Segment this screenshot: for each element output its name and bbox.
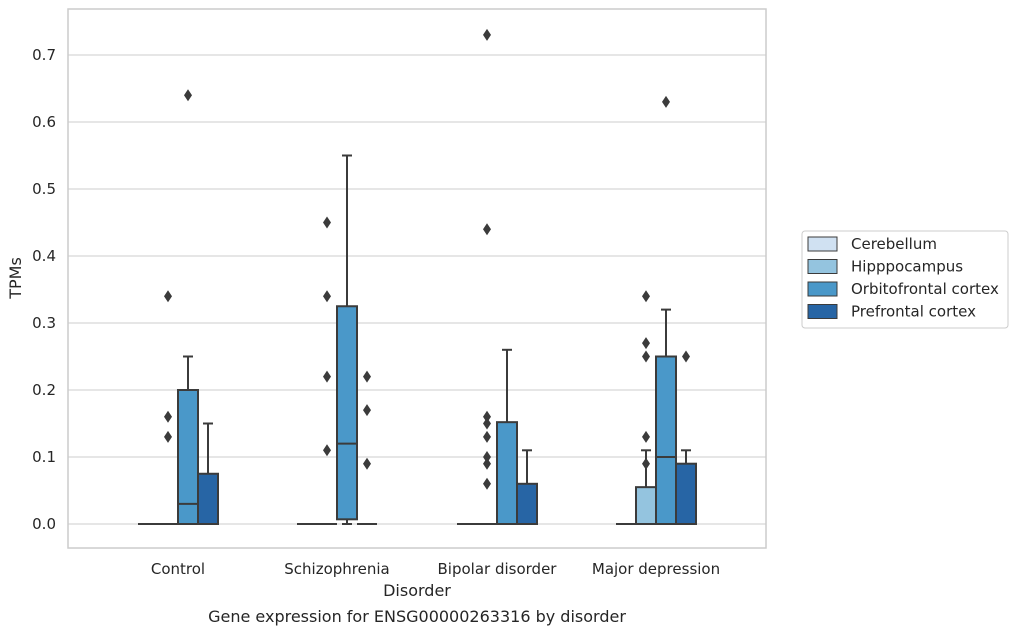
y-tick-label: 0.6: [32, 113, 56, 131]
outlier-point: [323, 216, 331, 229]
legend-label: Cerebellum: [851, 235, 937, 253]
plot-frame: [67, 8, 767, 549]
y-tick-label: 0.3: [32, 314, 56, 332]
outlier-point: [642, 430, 650, 443]
x-tick-label: Schizophrenia: [284, 560, 389, 578]
outlier-point: [682, 350, 690, 363]
box-prefrontal-cortex: [357, 370, 377, 525]
y-tick-label: 0.2: [32, 381, 56, 399]
box-prefrontal-cortex: [197, 422, 219, 525]
box-body: [655, 355, 677, 525]
outlier-point: [642, 457, 650, 470]
chart-caption: Gene expression for ENSG00000263316 by d…: [208, 607, 626, 626]
boxes-layer: [138, 28, 697, 526]
box-orbitofrontal-cortex: [336, 154, 358, 525]
box-body: [516, 482, 538, 525]
x-tick-label: Control: [151, 560, 205, 578]
legend-swatch: [807, 259, 838, 274]
y-tick-label: 0.4: [32, 247, 56, 265]
box-hipppocampus: [635, 290, 657, 525]
outlier-point: [483, 410, 491, 423]
box-body: [336, 305, 358, 521]
box-orbitofrontal-cortex: [496, 348, 518, 525]
plot-area-border: [67, 8, 767, 549]
box-hipppocampus: [158, 290, 178, 525]
outlier-point: [323, 370, 331, 383]
legend-swatch: [807, 236, 838, 252]
box-body: [675, 462, 697, 526]
outlier-point: [483, 28, 491, 41]
outlier-point: [483, 451, 491, 463]
outlier-point: [363, 404, 371, 417]
box-hipppocampus: [317, 216, 337, 525]
legend-label: Prefrontal cortex: [851, 303, 976, 321]
outlier-point: [164, 290, 172, 303]
tick-labels: 0.0 0.1 0.2 0.3 0.4 0.5 0.6 0.7 Control Schizophr…: [32, 46, 720, 578]
box-orbitofrontal-cortex: [177, 89, 199, 525]
x-tick-label: Major depression: [592, 560, 720, 578]
x-axis-label: Disorder: [383, 581, 451, 600]
legend-frame: [801, 230, 1009, 329]
legend-items: Cerebellum Hipppocampus Orbitofrontal cort…: [807, 235, 999, 321]
outlier-point: [642, 337, 650, 350]
outlier-point: [363, 370, 371, 383]
outlier-point: [642, 290, 650, 303]
box-body: [496, 421, 518, 525]
legend-label: Orbitofrontal cortex: [851, 280, 999, 298]
box-body: [635, 486, 657, 525]
outlier-point: [483, 430, 491, 443]
outlier-point: [662, 95, 670, 108]
legend-swatch: [807, 281, 838, 297]
box-body: [177, 389, 199, 525]
outlier-point: [483, 457, 491, 470]
y-tick-label: 0.7: [32, 46, 56, 64]
outlier-point: [363, 457, 371, 470]
box-hipppocampus: [477, 28, 497, 525]
outlier-point: [483, 477, 491, 490]
box-prefrontal-cortex: [516, 449, 538, 525]
y-tick-label: 0.0: [32, 515, 56, 533]
box-orbitofrontal-cortex: [655, 95, 677, 525]
outlier-point: [323, 290, 331, 303]
outlier-point: [184, 89, 192, 102]
outlier-point: [164, 410, 172, 423]
outlier-point: [483, 417, 491, 430]
outlier-point: [323, 444, 331, 457]
box-prefrontal-cortex: [675, 350, 697, 526]
legend: Cerebellum Hipppocampus Orbitofrontal cort…: [801, 230, 1009, 329]
legend-label: Hipppocampus: [851, 258, 963, 276]
x-tick-label: Bipolar disorder: [438, 560, 558, 578]
y-tick-label: 0.5: [32, 180, 56, 198]
y-axis-label: TPMs: [6, 257, 25, 300]
outlier-point: [164, 430, 172, 443]
legend-swatch: [807, 304, 838, 319]
outlier-point: [483, 223, 491, 236]
box-body: [197, 472, 219, 525]
outlier-point: [642, 350, 650, 363]
y-tick-label: 0.1: [32, 448, 56, 466]
